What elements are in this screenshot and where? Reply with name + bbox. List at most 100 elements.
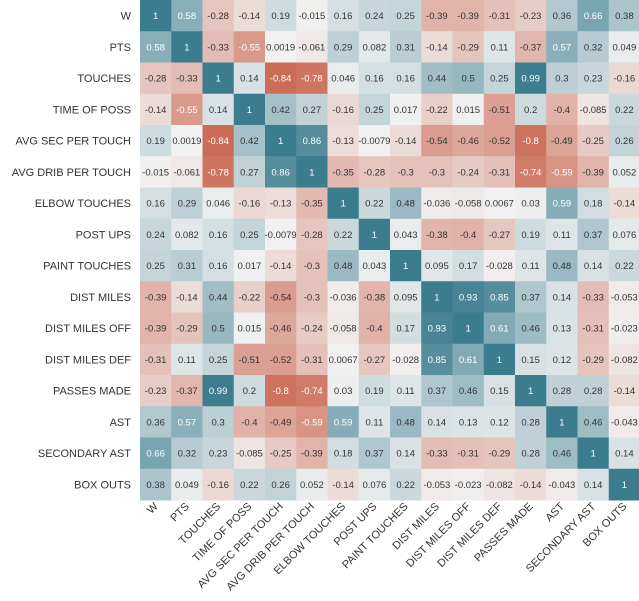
cell-value-label: 0.99 bbox=[209, 386, 228, 397]
cell-value-label: -0.015 bbox=[298, 11, 325, 22]
heatmap-cell bbox=[390, 62, 422, 95]
cell-value-label: 0.37 bbox=[428, 386, 447, 397]
cell-value-label: 0.29 bbox=[178, 199, 197, 210]
heatmap-cell bbox=[202, 31, 235, 63]
cell-value-label: 0.99 bbox=[521, 74, 540, 85]
cell-value-label: 1 bbox=[309, 167, 314, 178]
heatmap-cell bbox=[358, 375, 391, 407]
heatmap-cell bbox=[515, 406, 547, 438]
heatmap-cell bbox=[390, 468, 422, 501]
heatmap-cell bbox=[233, 312, 266, 345]
heatmap-cell bbox=[233, 343, 266, 376]
cell-value-label: 0.046 bbox=[206, 199, 230, 210]
cell-value-label: -0.39 bbox=[145, 292, 167, 303]
cell-value-label: 0.043 bbox=[362, 261, 386, 272]
row-labels: W PTS TOUCHES TIME OF POSS AVG SEC PER TOUCH… bbox=[12, 11, 132, 492]
heatmap-cell bbox=[327, 375, 360, 407]
cell-value-label: -0.0079 bbox=[358, 136, 390, 147]
heatmap-cell bbox=[265, 281, 297, 313]
heatmap-cell bbox=[327, 406, 360, 438]
row-label: PAINT TOUCHES bbox=[43, 261, 131, 273]
cell-value-label: 0.11 bbox=[553, 230, 571, 241]
heatmap-cell bbox=[140, 125, 172, 157]
heatmap-cell bbox=[390, 93, 422, 126]
heatmap-cell bbox=[296, 125, 328, 157]
cell-value-label: 0.11 bbox=[522, 261, 540, 272]
cell-value-label: -0.13 bbox=[332, 136, 354, 147]
cell-value-label: -0.14 bbox=[395, 136, 417, 147]
cell-value-label: 0.61 bbox=[459, 355, 478, 366]
heatmap-cell bbox=[577, 312, 610, 345]
cell-value-label: -0.49 bbox=[270, 417, 292, 428]
heatmap-cell bbox=[171, 437, 203, 470]
heatmap-cell bbox=[358, 312, 391, 345]
cell-value-label: 0.082 bbox=[175, 230, 199, 241]
cell-value-label: 0.86 bbox=[271, 167, 290, 178]
heatmap-cell bbox=[608, 0, 639, 32]
heatmap-cell bbox=[202, 312, 235, 345]
cell-value-label: 0.28 bbox=[521, 417, 540, 428]
heatmap-cell bbox=[608, 62, 639, 95]
heatmap-cell bbox=[233, 437, 266, 470]
cell-value-label: 1 bbox=[559, 417, 564, 428]
cell-value-label: -0.0079 bbox=[265, 230, 297, 241]
heatmap-cell bbox=[233, 93, 266, 126]
cell-value-label: -0.13 bbox=[270, 199, 292, 210]
heatmap-cell bbox=[483, 93, 516, 126]
heatmap-cell bbox=[140, 187, 172, 220]
heatmap-cell bbox=[171, 468, 203, 501]
cell-value-label: -0.058 bbox=[330, 324, 357, 335]
cell-value-label: -0.058 bbox=[455, 199, 482, 210]
cell-value-label: -0.22 bbox=[426, 105, 448, 116]
heatmap-cell bbox=[390, 375, 422, 407]
cell-value-label: 0.25 bbox=[365, 105, 384, 116]
cell-value-label: -0.085 bbox=[236, 449, 263, 460]
heatmap-cell bbox=[546, 125, 578, 157]
heatmap-cell bbox=[608, 218, 639, 251]
heatmap-cell bbox=[265, 187, 297, 220]
cell-value-label: -0.25 bbox=[582, 136, 604, 147]
cell-value-label: -0.38 bbox=[364, 292, 386, 303]
heatmap-cell bbox=[202, 156, 235, 188]
heatmap-cell bbox=[140, 343, 172, 376]
heatmap-cell bbox=[358, 62, 391, 95]
cell-value-label: -0.043 bbox=[611, 417, 638, 428]
cell-value-label: 0.5 bbox=[462, 74, 475, 85]
cell-value-label: -0.52 bbox=[489, 136, 511, 147]
heatmap-cell bbox=[421, 218, 453, 251]
cell-value-label: -0.023 bbox=[455, 480, 482, 491]
cell-value-label: 0.25 bbox=[146, 261, 165, 272]
cell-value-label: 0.44 bbox=[209, 292, 228, 303]
cell-value-label: 0.59 bbox=[553, 199, 572, 210]
heatmap-cell bbox=[140, 218, 172, 251]
cell-value-label: 0.14 bbox=[615, 449, 634, 460]
cell-value-label: 0.23 bbox=[584, 74, 603, 85]
cell-value-label: -0.4 bbox=[241, 417, 257, 428]
heatmap-cell bbox=[390, 0, 422, 32]
heatmap-cell bbox=[390, 406, 422, 438]
cell-value-label: 0.16 bbox=[209, 230, 228, 241]
cell-value-label: 0.017 bbox=[394, 105, 418, 116]
cell-value-label: -0.55 bbox=[239, 42, 261, 53]
cell-value-label: 1 bbox=[215, 74, 220, 85]
cell-value-label: -0.4 bbox=[460, 230, 476, 241]
cell-value-label: 0.37 bbox=[584, 230, 603, 241]
cell-value-label: -0.78 bbox=[301, 74, 323, 85]
heatmap-cell bbox=[546, 31, 578, 63]
cell-value-label: -0.31 bbox=[145, 355, 167, 366]
heatmap-cell bbox=[140, 375, 172, 407]
cell-value-label: -0.14 bbox=[520, 480, 542, 491]
heatmap-cell bbox=[171, 375, 203, 407]
heatmap-cell bbox=[421, 62, 453, 95]
heatmap-cell bbox=[171, 156, 203, 188]
cell-value-label: 0.38 bbox=[146, 480, 165, 491]
heatmap-cell bbox=[358, 156, 391, 188]
cell-value-label: 0.3 bbox=[212, 417, 225, 428]
heatmap-cell bbox=[358, 406, 391, 438]
cell-value-label: -0.082 bbox=[611, 355, 638, 366]
heatmap-cell bbox=[140, 312, 172, 345]
cell-value-label: 0.14 bbox=[428, 417, 447, 428]
cell-value-label: -0.51 bbox=[239, 355, 261, 366]
heatmap-cell bbox=[577, 375, 610, 407]
cell-value-label: 0.86 bbox=[303, 136, 322, 147]
